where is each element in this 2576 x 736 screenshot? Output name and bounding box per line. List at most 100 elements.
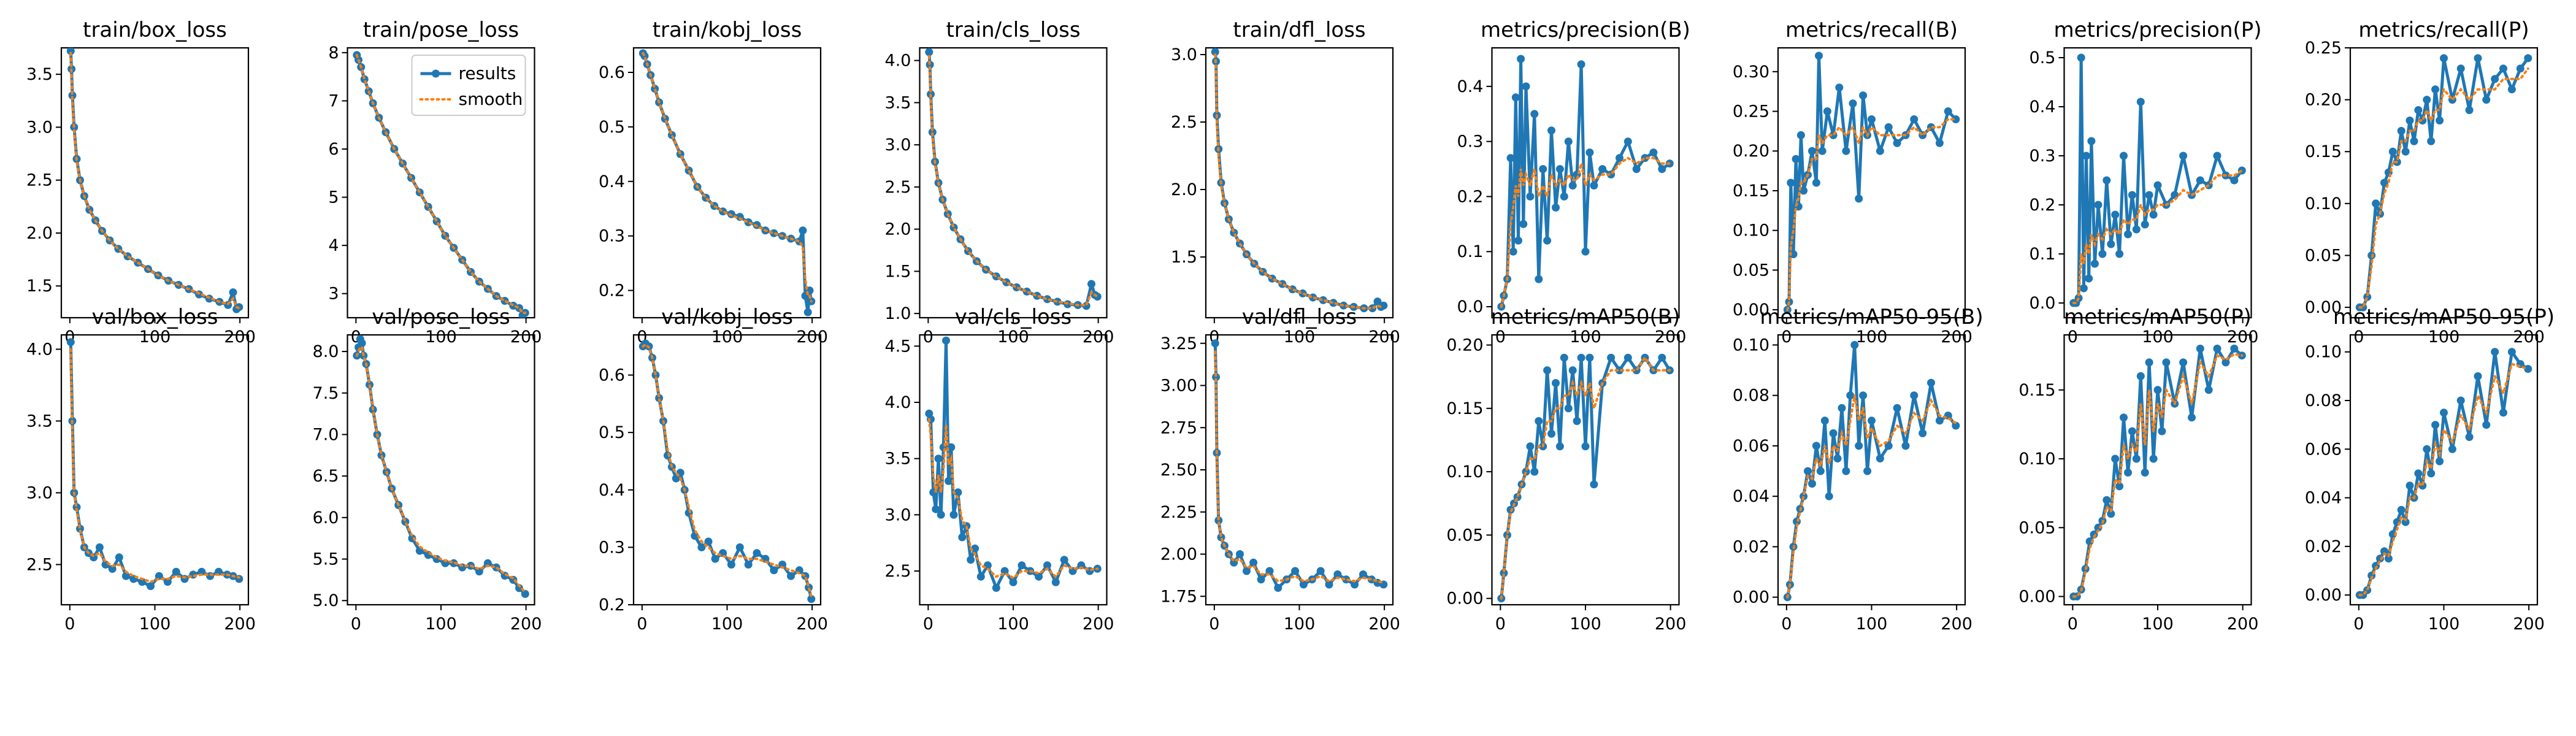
- results-point: [1359, 570, 1367, 578]
- results-point: [2474, 54, 2482, 63]
- results-point: [2397, 126, 2405, 135]
- results-point: [1859, 391, 1868, 400]
- x-tick-label: 100: [139, 615, 171, 634]
- results-point: [1500, 569, 1508, 577]
- y-tick-label: 0.5: [2030, 48, 2056, 67]
- results-point: [229, 288, 237, 297]
- results-point: [2111, 454, 2120, 463]
- results-point: [2414, 469, 2423, 478]
- y-tick-label: 0.05: [2018, 518, 2055, 537]
- y-tick-label: 0.10: [2018, 450, 2055, 469]
- subplot-title: train/box_loss: [83, 18, 227, 42]
- results-point: [1919, 429, 1927, 437]
- results-point: [1820, 416, 1829, 425]
- results-point: [1530, 110, 1539, 118]
- results-point: [2388, 530, 2397, 539]
- subplot-title: metrics/precision(P): [2053, 18, 2261, 42]
- y-tick-label: 0.30: [1733, 63, 1769, 82]
- y-tick-label: 6.0: [313, 508, 339, 527]
- y-tick-label: 2.50: [1160, 461, 1197, 480]
- plot-area: [2355, 348, 2532, 599]
- y-tick-label: 0.06: [1733, 437, 1769, 456]
- x-tick-label: 0: [2353, 328, 2364, 347]
- results-point: [206, 572, 215, 580]
- subplot-title: val/dfl_loss: [1242, 305, 1357, 329]
- results-point: [1316, 567, 1325, 575]
- y-tick-label: 0.2: [1457, 187, 1484, 206]
- y-tick-label: 2.0: [885, 220, 911, 239]
- y-tick-label: 0.6: [599, 63, 625, 82]
- results-point: [1214, 516, 1223, 524]
- y-tick-label: 8: [328, 44, 339, 63]
- legend-results-marker: [432, 69, 440, 78]
- x-tick-label: 200: [510, 328, 542, 347]
- x-tick-label: 0: [2353, 615, 2364, 634]
- results-point: [1043, 295, 1051, 304]
- smooth-series-line: [1214, 53, 1385, 310]
- results-point: [778, 561, 787, 569]
- legend-results-label: results: [459, 63, 516, 83]
- results-point: [967, 556, 975, 564]
- results-point: [1792, 155, 1800, 163]
- results-point: [1658, 165, 1666, 174]
- results-point: [2401, 147, 2410, 156]
- x-tick-label: 200: [1655, 615, 1687, 634]
- subplot-train-cls-loss: train/cls_loss 0 100 200 1.0 1.5 2.0 2.5 3.0 3.5 4…: [885, 18, 1114, 347]
- results-point: [2153, 386, 2162, 394]
- results-point: [1825, 492, 1833, 500]
- smooth-series-line: [355, 53, 527, 315]
- results-point: [138, 578, 147, 586]
- x-tick-label: 100: [997, 328, 1029, 347]
- results-point: [947, 443, 956, 451]
- results-point: [1509, 247, 1517, 256]
- x-tick-label: 0: [1495, 615, 1506, 634]
- results-point: [1522, 467, 1530, 476]
- results-point: [2204, 386, 2213, 394]
- smooth-series-line: [642, 52, 813, 303]
- results-point: [1808, 480, 1816, 488]
- results-point: [1060, 556, 1068, 564]
- subplot-metrics-recall-b-: metrics/recall(B) 0 100 200 0.00 0.05 0.10 0.15…: [1733, 18, 1972, 347]
- y-tick-label: 0.00: [1733, 588, 1769, 607]
- y-tick-label: 0.1: [1457, 242, 1484, 261]
- results-point: [1243, 567, 1251, 575]
- results-point: [1257, 575, 1265, 584]
- subplot-metrics-map50-95-b-: metrics/mAP50-95(B)0 100 2000.000.020.040.…: [1733, 305, 1984, 634]
- results-point: [2423, 96, 2431, 104]
- y-tick-label: 0.15: [1733, 182, 1769, 201]
- plot-area: [353, 335, 529, 598]
- results-point: [1835, 83, 1844, 92]
- results-point: [1577, 353, 1585, 362]
- results-point: [2141, 220, 2149, 229]
- results-point: [1815, 52, 1823, 60]
- x-tick-label: 0: [1781, 328, 1792, 347]
- results-point: [2196, 176, 2204, 185]
- x-tick-label: 200: [796, 328, 828, 347]
- results-point: [2145, 191, 2153, 199]
- y-tick-label: 3.0: [26, 118, 53, 137]
- results-point: [66, 48, 75, 55]
- results-point: [2115, 482, 2124, 491]
- results-point: [2384, 554, 2393, 563]
- y-tick-label: 0.08: [1733, 386, 1769, 405]
- smooth-series-line: [927, 55, 1099, 307]
- results-point: [1952, 115, 1960, 123]
- results-point: [1530, 467, 1539, 476]
- subplot-title: metrics/mAP50(B): [1491, 305, 1681, 329]
- results-point: [483, 559, 492, 567]
- results-point: [2405, 481, 2414, 490]
- results-point: [2179, 151, 2188, 160]
- results-point: [1812, 442, 1820, 450]
- y-tick-label: 6.5: [313, 467, 339, 486]
- results-point: [1329, 299, 1338, 307]
- results-point: [1568, 182, 1577, 190]
- results-point: [925, 48, 933, 56]
- results-point: [1607, 353, 1616, 362]
- results-point: [704, 537, 713, 546]
- results-point: [2079, 284, 2088, 293]
- results-point: [1616, 366, 1623, 375]
- x-tick-label: 200: [796, 615, 828, 634]
- y-tick-label: 5: [328, 188, 339, 207]
- results-point: [2507, 348, 2516, 356]
